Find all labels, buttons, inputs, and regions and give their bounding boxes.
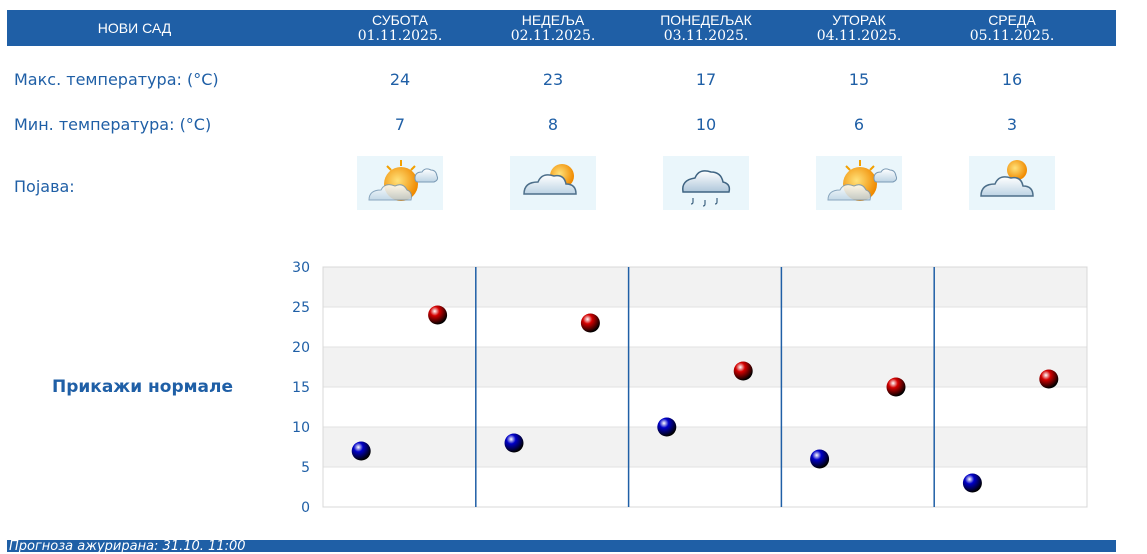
max-temp-value: 15 xyxy=(848,70,870,89)
day-header-5: СРЕДА 05.11.2025. xyxy=(942,10,1082,46)
y-tick-label: 30 xyxy=(292,260,310,276)
max-temp-label: Макс. температура: (°C) xyxy=(14,70,219,89)
plot-border xyxy=(322,266,1088,508)
day-date: 02.11.2025. xyxy=(510,28,596,44)
min-temp-label: Мин. температура: (°C) xyxy=(14,115,212,134)
max-temp-value: 16 xyxy=(1001,70,1023,89)
day-date: 05.11.2025. xyxy=(969,28,1055,44)
max-temp-point xyxy=(1039,369,1059,389)
min-temp-value: 10 xyxy=(695,115,717,134)
min-temp-value: 7 xyxy=(394,115,406,134)
chart-band xyxy=(323,307,1087,347)
min-temp-value: 3 xyxy=(1006,115,1018,134)
sun-behind-cloud-icon xyxy=(357,156,443,210)
chart-band xyxy=(323,267,1087,307)
weather-label: Појава: xyxy=(14,177,75,196)
update-text: Прогноза ажурирана: 31.10. 11:00 xyxy=(9,539,246,554)
min-temp-value: 6 xyxy=(853,115,865,134)
cloud-drizzle-icon xyxy=(663,156,749,210)
forecast-header xyxy=(7,10,1116,46)
day-name: ПОНЕДЕЉАК xyxy=(660,12,752,28)
max-temp-value: 24 xyxy=(389,70,411,89)
day-header-1: СУБОТА 01.11.2025. xyxy=(330,10,470,46)
min-temp-point xyxy=(810,449,830,469)
chart-band xyxy=(323,467,1087,507)
min-temp-point xyxy=(962,473,982,493)
partly-cloudy-icon xyxy=(510,156,596,210)
max-temp-value: 17 xyxy=(695,70,717,89)
max-temp-point xyxy=(886,377,906,397)
day-date: 03.11.2025. xyxy=(663,28,749,44)
city-name: НОВИ САД xyxy=(97,20,172,36)
day-name: СРЕДА xyxy=(988,12,1036,28)
max-temp-point xyxy=(733,361,753,381)
sun-behind-cloud-icon xyxy=(816,156,902,210)
min-temp-value: 8 xyxy=(547,115,559,134)
day-header-2: НЕДЕЉА 02.11.2025. xyxy=(483,10,623,46)
show-normals-button[interactable]: Прикажи нормале xyxy=(51,377,233,397)
y-tick-label: 20 xyxy=(292,340,310,356)
y-tick-label: 10 xyxy=(292,420,310,436)
min-temp-point xyxy=(504,433,524,453)
update-footer: Прогноза ажурирана: 31.10. 11:00 xyxy=(7,539,1116,554)
chart-band xyxy=(323,427,1087,467)
day-name: УТОРАК xyxy=(832,12,886,28)
partly-cloudy-icon xyxy=(969,156,1055,210)
day-header-4: УТОРАК 04.11.2025. xyxy=(789,10,929,46)
day-header-3: ПОНЕДЕЉАК 03.11.2025. xyxy=(636,10,776,46)
y-tick-label: 0 xyxy=(301,500,310,516)
y-tick-label: 5 xyxy=(301,460,310,476)
max-temp-value: 23 xyxy=(542,70,564,89)
day-date: 04.11.2025. xyxy=(816,28,902,44)
max-temp-point xyxy=(428,305,448,325)
y-tick-label: 25 xyxy=(292,300,310,316)
day-name: СУБОТА xyxy=(372,12,428,28)
day-name: НЕДЕЉА xyxy=(521,12,585,28)
min-temp-point xyxy=(351,441,371,461)
min-temp-point xyxy=(657,417,677,437)
day-date: 01.11.2025. xyxy=(357,28,443,44)
max-temp-point xyxy=(580,313,600,333)
chart-band xyxy=(323,387,1087,427)
y-tick-label: 15 xyxy=(292,380,310,396)
chart-band xyxy=(323,347,1087,387)
